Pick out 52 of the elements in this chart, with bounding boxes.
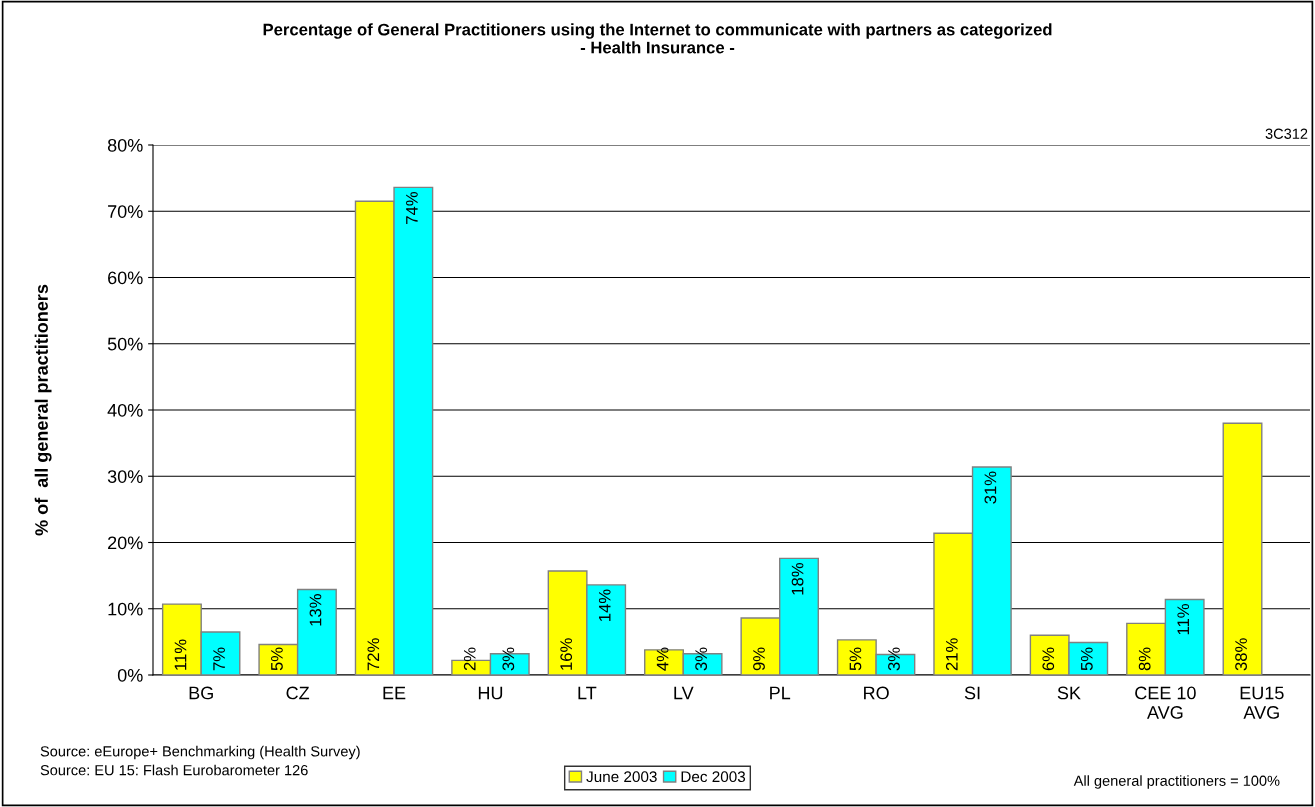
data-label: 5% bbox=[849, 647, 862, 671]
x-tick-label: CZ bbox=[286, 686, 310, 700]
data-label: 3% bbox=[888, 647, 900, 671]
data-label: 11% bbox=[1177, 604, 1190, 635]
data-label: 5% bbox=[271, 647, 283, 671]
data-label: 18% bbox=[791, 562, 804, 595]
y-tick-label: 30% bbox=[107, 470, 143, 483]
data-label: 16% bbox=[560, 638, 573, 670]
text: 3C312 bbox=[1265, 128, 1308, 139]
data-label: 72% bbox=[367, 638, 380, 671]
data-label: 9% bbox=[753, 647, 765, 671]
text: All general practitioners = 100% bbox=[1073, 775, 1280, 789]
x-tick-label: SK bbox=[1057, 686, 1081, 700]
x-tick-label: EE bbox=[383, 686, 406, 700]
y-tick-label: 20% bbox=[108, 536, 143, 550]
legend-label: June 2003 bbox=[586, 771, 657, 783]
x-tick-label: CEE 10 AVG bbox=[1135, 686, 1196, 719]
data-label: 2% bbox=[463, 647, 476, 671]
chart-title: Percentage of General Practitioners using the Internet to communicate with partners as categorized - Health Insurance - bbox=[263, 23, 1052, 54]
data-label: 6% bbox=[1042, 647, 1055, 671]
y-tick-label: 70% bbox=[108, 205, 143, 218]
x-tick-label: BG bbox=[189, 686, 213, 700]
y-tick-label: 50% bbox=[107, 337, 143, 351]
data-label: 8% bbox=[1138, 647, 1151, 671]
y-axis-title: % of all general practitioners bbox=[34, 284, 52, 536]
data-label: 21% bbox=[945, 638, 958, 671]
y-tick-label: 40% bbox=[107, 403, 143, 417]
y-tick-label: 80% bbox=[107, 138, 143, 152]
data-label: 31% bbox=[984, 471, 997, 504]
legend-label: Dec 2003 bbox=[681, 771, 746, 783]
data-label: 38% bbox=[1235, 638, 1247, 671]
x-tick-label: LV bbox=[674, 686, 694, 700]
data-label: 7% bbox=[213, 647, 225, 671]
source-note: Source: eEurope+ Benchmarking (Health Survey) Source: EU 15: Flash Eurobarometer 126 bbox=[40, 745, 360, 776]
bar bbox=[1222, 422, 1263, 675]
x-tick-label: HU bbox=[478, 686, 503, 700]
y-tick-label: 0% bbox=[117, 668, 143, 682]
data-label: 14% bbox=[598, 589, 611, 621]
data-label: 5% bbox=[1080, 647, 1093, 671]
data-label: 3% bbox=[502, 647, 515, 671]
x-tick-label: LT bbox=[578, 686, 597, 700]
y-tick-label: 60% bbox=[108, 271, 143, 285]
data-label: 13% bbox=[309, 594, 322, 626]
x-tick-label: RO bbox=[864, 686, 889, 700]
y-tick-label: 10% bbox=[108, 602, 143, 616]
x-tick-label: SI bbox=[964, 686, 980, 700]
data-label: 74% bbox=[406, 191, 418, 224]
data-label: 4% bbox=[656, 647, 669, 671]
x-tick-label: PL bbox=[770, 686, 791, 700]
x-tick-label: EU15 AVG bbox=[1240, 686, 1284, 719]
data-label: 3% bbox=[695, 647, 708, 671]
data-label: 11% bbox=[174, 639, 187, 670]
